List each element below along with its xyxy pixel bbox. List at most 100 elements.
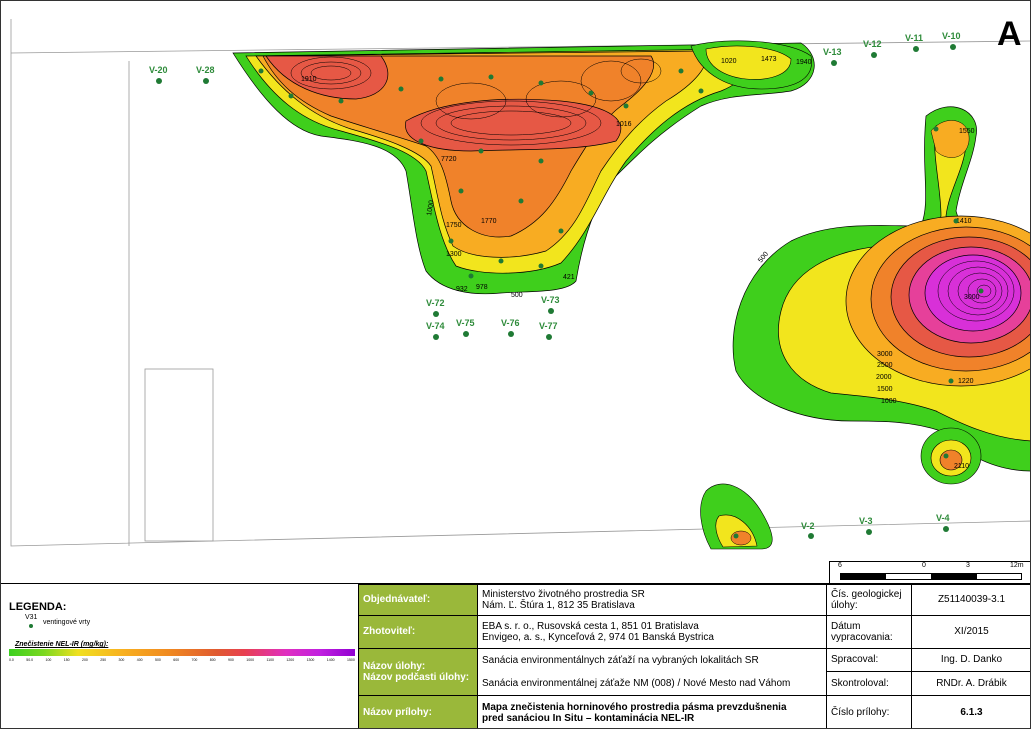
- contour-label: 1300: [446, 251, 462, 258]
- well-marker[interactable]: V-77: [539, 321, 558, 340]
- legend-scale-tick: 900: [228, 658, 234, 662]
- legend-title: LEGENDA:: [9, 601, 67, 613]
- well-marker[interactable]: V-4: [936, 513, 950, 532]
- contour-label: 2110: [954, 463, 969, 470]
- geo-task-no-label: Čís. geologickej úlohy:: [826, 584, 912, 616]
- well-marker[interactable]: V-72: [426, 298, 445, 317]
- contour-label: 7720: [441, 156, 457, 163]
- plume-southeast: [700, 427, 982, 550]
- appendix-no-label: Číslo prílohy:: [826, 694, 912, 728]
- legend-scale-tick: 150: [63, 658, 70, 662]
- svg-text:V-73: V-73: [541, 295, 560, 305]
- prepared-label: Spracoval:: [826, 647, 912, 673]
- svg-text:V-11: V-11: [905, 33, 923, 43]
- well-marker[interactable]: V-75: [456, 318, 475, 337]
- well-marker[interactable]: V-10: [942, 31, 961, 50]
- legend-scale-tick: 1400: [326, 658, 335, 662]
- scale-tick: 6: [838, 562, 842, 569]
- contour-label: 1000: [881, 398, 897, 405]
- svg-text:V-76: V-76: [501, 318, 520, 328]
- contamination-map: 1550 1410 500 1000 1500 2000 2500 3000 3…: [10, 19, 1030, 550]
- svg-text:V-4: V-4: [936, 513, 950, 523]
- well-marker[interactable]: V-74: [426, 321, 445, 340]
- legend-scale-tick: 50.0: [26, 658, 34, 662]
- inner-well-dots: [258, 68, 984, 539]
- legend: LEGENDA: V31 ventingové vrty Znečistenie…: [1, 584, 361, 728]
- contour-label: 3000: [964, 294, 980, 301]
- legend-scale-tick: 250: [100, 658, 107, 662]
- well-marker[interactable]: V-20: [149, 65, 168, 84]
- legend-well-code: V31: [25, 614, 38, 621]
- legend-scale-tick: 1000: [246, 658, 255, 662]
- contour-label: 1220: [958, 378, 974, 385]
- legend-scale-tick: 700: [191, 658, 198, 662]
- well-marker[interactable]: V-73: [541, 295, 560, 314]
- well-marker[interactable]: V-13: [823, 47, 842, 66]
- svg-text:V-75: V-75: [456, 318, 475, 328]
- contour-label: 1000: [426, 200, 436, 217]
- contour-labels: 1550 1410 500 1000 1500 2000 2500 3000 3…: [301, 56, 980, 470]
- legend-scale-tick: 800: [209, 658, 216, 662]
- date-label: Dátum vypracovania:: [826, 614, 912, 649]
- task-label: Názov úlohy:: [363, 660, 426, 672]
- client-value: Ministerstvo životného prostredia SR Nám…: [477, 584, 827, 616]
- svg-text:V-77: V-77: [539, 321, 558, 331]
- title-block: Objednávateľ: Ministerstvo životného pro…: [358, 584, 1030, 728]
- contour-label: 932: [456, 286, 468, 293]
- contour-label: 1500: [877, 386, 893, 393]
- svg-text:V-28: V-28: [196, 65, 215, 75]
- contour-label: 500: [511, 292, 523, 299]
- contour-label: 1770: [481, 218, 497, 225]
- contour-label: 2500: [877, 362, 893, 369]
- appendix-label: Názov prílohy:: [358, 694, 478, 728]
- checked-value: RNDr. A. Drábik: [911, 671, 1030, 696]
- legend-scale-tick: 100: [45, 658, 52, 662]
- scale-tick: 0: [922, 562, 926, 569]
- contour-label: 1910: [301, 76, 317, 83]
- contour-label: 1550: [959, 128, 975, 135]
- contour-label: 421: [563, 274, 575, 281]
- well-marker[interactable]: V-12: [863, 39, 882, 58]
- contour-label: 1020: [721, 58, 737, 65]
- legend-scale-tick: 1300: [306, 658, 315, 662]
- well-marker[interactable]: V-3: [859, 516, 873, 535]
- legend-scale-tick: 200: [82, 658, 88, 662]
- site-boundary: [10, 19, 1030, 547]
- contractor-value: EBA s. r. o., Rusovská cesta 1, 851 01 B…: [477, 614, 827, 649]
- contour-label: 3000: [877, 351, 893, 358]
- svg-text:V-20: V-20: [149, 65, 168, 75]
- subtask-label: Názov podčasti úlohy:: [363, 671, 470, 683]
- well-marker[interactable]: V-76: [501, 318, 520, 337]
- legend-scale-tick: 300: [118, 658, 125, 662]
- title-area: LEGENDA: V31 ventingové vrty Znečistenie…: [1, 583, 1030, 728]
- svg-text:V-74: V-74: [426, 321, 445, 331]
- contour-label: 1940: [796, 59, 812, 66]
- legend-scale-tick: 400: [136, 658, 143, 662]
- well-marker[interactable]: V-2: [801, 521, 815, 539]
- legend-color-scale: [9, 649, 355, 656]
- well-marker[interactable]: V-28: [196, 65, 215, 84]
- contour-label: 978: [476, 284, 488, 291]
- plume-east: [732, 106, 1030, 472]
- date-value: XI/2015: [911, 614, 1030, 649]
- legend-scale-tick: 600: [173, 658, 180, 662]
- svg-text:V-12: V-12: [863, 39, 882, 49]
- svg-text:V-10: V-10: [942, 31, 961, 41]
- appendix-no-value: 6.1.3: [911, 694, 1030, 728]
- plume-north-center: [232, 42, 815, 295]
- contour-label: 1750: [446, 222, 462, 229]
- contour-label: 2000: [876, 374, 892, 381]
- scale-tick: 12m: [1010, 562, 1024, 569]
- legend-scale-tick: 500: [155, 658, 161, 662]
- contractor-label: Zhotoviteľ:: [358, 614, 478, 649]
- legend-well-text: ventingové vrty: [43, 619, 91, 626]
- checked-label: Skontroloval:: [826, 671, 912, 696]
- north-arrow-icon: A: [997, 15, 1022, 53]
- legend-scale-ticks: 0.0 50.0 100 150 200 250 300 400 500 600 700 800 900…: [9, 658, 355, 662]
- prepared-value: Ing. D. Danko: [911, 647, 1030, 673]
- legend-scale-title: Znečistenie NEL-IR (mg/kg):: [15, 641, 109, 648]
- well-marker[interactable]: V-11: [905, 33, 923, 52]
- geo-task-no-value: Z51140039-3.1: [911, 584, 1030, 616]
- subtask-value: Sanácia environmentálnej záťaže NM (008)…: [477, 671, 827, 696]
